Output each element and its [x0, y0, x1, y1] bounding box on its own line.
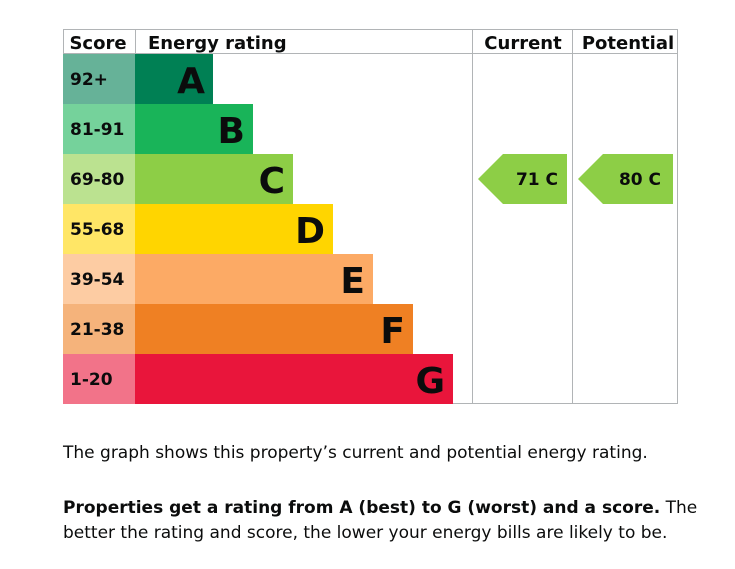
rating-bands: 92+ A 81-91 B 69-80 C 55-68 D 39-54 E 21-38 F 1-20 G — [63, 54, 453, 404]
band-bar-c — [135, 154, 293, 204]
rating-markers: 71 C 80 C — [478, 154, 673, 204]
header-score: Score — [69, 33, 126, 54]
band-score-label-g: 1-20 — [70, 370, 113, 390]
band-letter-f: F — [380, 311, 405, 352]
band-score-label-d: 55-68 — [70, 220, 124, 240]
band-score-label-e: 39-54 — [70, 270, 125, 290]
band-score-cell-e — [63, 254, 135, 304]
band-bar-b — [135, 104, 253, 154]
chart-description: The graph shows this property’s current … — [63, 443, 648, 463]
rating-explanation: Properties get a rating from A (best) to… — [63, 496, 703, 546]
band-score-cell-d — [63, 204, 135, 254]
band-letter-a: A — [177, 61, 205, 102]
band-score-label-c: 69-80 — [70, 170, 125, 190]
band-score-label-f: 21-38 — [70, 320, 124, 340]
rating-explanation-bold: Properties get a rating from A (best) to… — [63, 498, 661, 518]
potential-rating-marker — [578, 154, 673, 204]
band-bar-d — [135, 204, 333, 254]
band-letter-d: D — [295, 211, 325, 252]
band-score-label-a: 92+ — [70, 70, 108, 90]
band-bar-g — [135, 354, 453, 404]
band-score-cell-f — [63, 304, 135, 354]
potential-rating-marker-label: 80 C — [619, 170, 661, 190]
band-score-label-b: 81-91 — [70, 120, 124, 140]
band-score-cell-b — [63, 104, 135, 154]
header-energy-rating: Energy rating — [148, 33, 287, 54]
band-letter-b: B — [218, 111, 245, 152]
band-bar-a — [135, 54, 213, 104]
band-score-cell-g — [63, 354, 135, 404]
band-letter-c: C — [259, 161, 285, 202]
rating-explanation-rest: The better the rating and score, the low… — [63, 498, 698, 543]
band-bar-f — [135, 304, 413, 354]
band-letter-e: E — [340, 261, 365, 302]
band-score-cell-a — [63, 54, 135, 104]
current-rating-marker-label: 71 C — [516, 170, 558, 190]
current-rating-marker — [478, 154, 567, 204]
chart-headers: Score Energy rating Current Potential — [69, 33, 674, 54]
header-current: Current — [484, 33, 562, 54]
band-letter-g: G — [415, 361, 445, 402]
energy-rating-chart: Score Energy rating Current Potential 92… — [63, 29, 678, 404]
band-score-cell-c — [63, 154, 135, 204]
band-bar-e — [135, 254, 373, 304]
header-potential: Potential — [582, 33, 674, 54]
